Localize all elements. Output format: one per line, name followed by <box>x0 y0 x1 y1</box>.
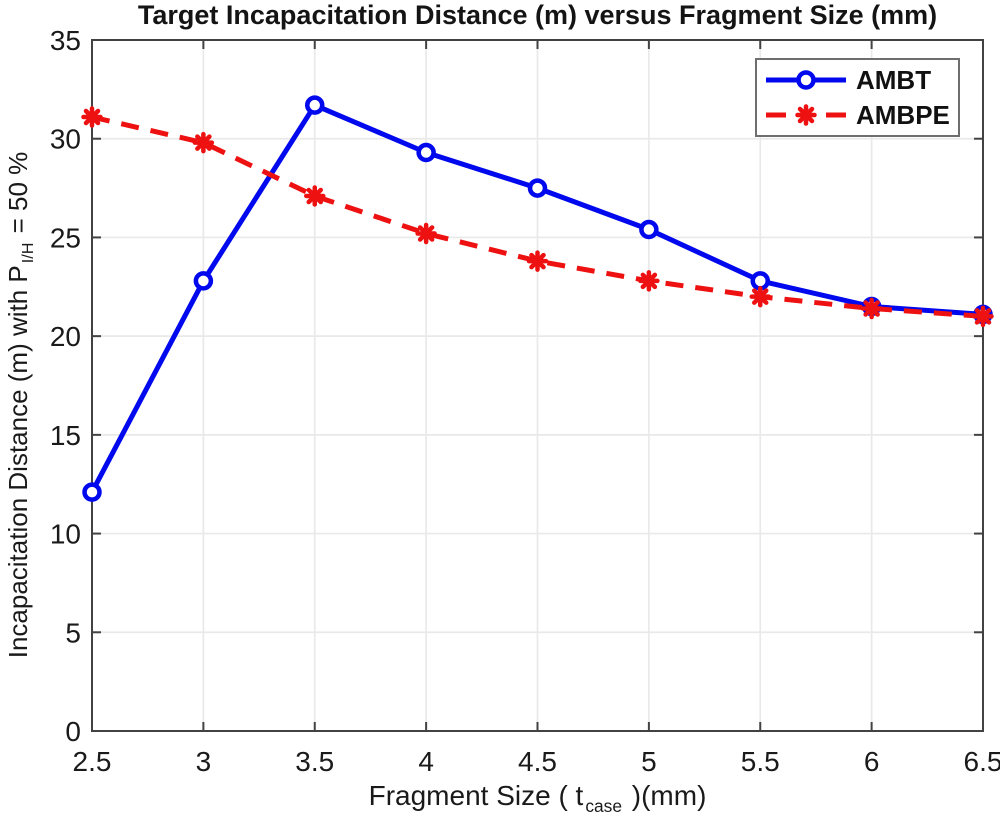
y-tick-label: 20 <box>50 321 81 352</box>
circle-marker <box>82 482 102 502</box>
circle-marker <box>305 95 325 115</box>
asterisk-marker-spoke <box>640 272 658 290</box>
asterisk-marker-spoke <box>529 252 546 270</box>
legend-sample-circle-line <box>766 70 846 90</box>
x-axis-label: Fragment Size ( t case )(mm) <box>92 780 983 817</box>
x-tick-label: 3.5 <box>295 746 334 777</box>
y-tick-label: 35 <box>50 25 81 56</box>
chart-title: Target Incapacitation Distance (m) versu… <box>92 0 983 31</box>
legend-item-ambpe: AMBPE <box>764 100 958 130</box>
circle-marker <box>193 271 214 291</box>
x-axis-label-text: Fragment Size ( t <box>368 780 584 811</box>
x-axis-label-subscript: case <box>585 795 622 816</box>
x-tick-label: 3 <box>196 746 212 777</box>
series-markers-ambpe <box>81 106 994 328</box>
x-tick-label: 4 <box>418 746 434 777</box>
asterisk-marker-spoke <box>306 187 324 205</box>
x-axis-label-suffix: )(mm) <box>624 780 707 811</box>
asterisk-marker-spoke <box>83 108 101 126</box>
legend-item-ambt: AMBT <box>764 65 958 95</box>
y-axis-label-subscript: I/H <box>19 242 38 264</box>
asterisk-marker-spoke <box>195 134 212 151</box>
x-tick-label: 5 <box>641 746 657 777</box>
y-tick-label: 25 <box>50 222 81 253</box>
legend-sample-asterisk-line <box>766 104 846 126</box>
x-tick-label: 6.5 <box>964 746 1000 777</box>
legend-label-ambpe: AMBPE <box>856 100 950 130</box>
y-axis-label-suffix: = 50 % <box>3 151 33 241</box>
series-line-ambpe <box>91 114 984 319</box>
legend-label-ambt: AMBT <box>856 65 932 95</box>
y-tick-label: 15 <box>50 420 81 451</box>
y-axis-label: Incapacitation Distance (m) with PI/H = … <box>3 55 37 755</box>
circle-marker <box>796 70 816 90</box>
legend: AMBT AMBPE <box>755 58 960 137</box>
x-tick-label: 5.5 <box>741 746 780 777</box>
x-tick-label: 6 <box>864 746 880 777</box>
y-tick-label: 5 <box>65 617 81 648</box>
asterisk-marker-spoke <box>974 308 992 325</box>
circle-marker <box>639 219 659 240</box>
x-tick-label: 2.5 <box>73 746 112 777</box>
y-tick-label: 30 <box>50 124 81 155</box>
y-axis-label-text: Incapacitation Distance (m) with P <box>3 265 33 659</box>
chart-title-text: Target Incapacitation Distance (m) versu… <box>137 0 938 30</box>
asterisk-marker-spoke <box>417 225 435 242</box>
asterisk-marker-spoke <box>797 106 815 124</box>
asterisk-marker-spoke <box>751 288 769 305</box>
circle-marker <box>416 142 436 163</box>
x-tick-label: 4.5 <box>518 746 557 777</box>
asterisk-marker-spoke <box>863 300 880 317</box>
circle-marker <box>527 178 548 198</box>
y-tick-label: 10 <box>50 519 81 550</box>
y-tick-label: 0 <box>65 716 81 747</box>
